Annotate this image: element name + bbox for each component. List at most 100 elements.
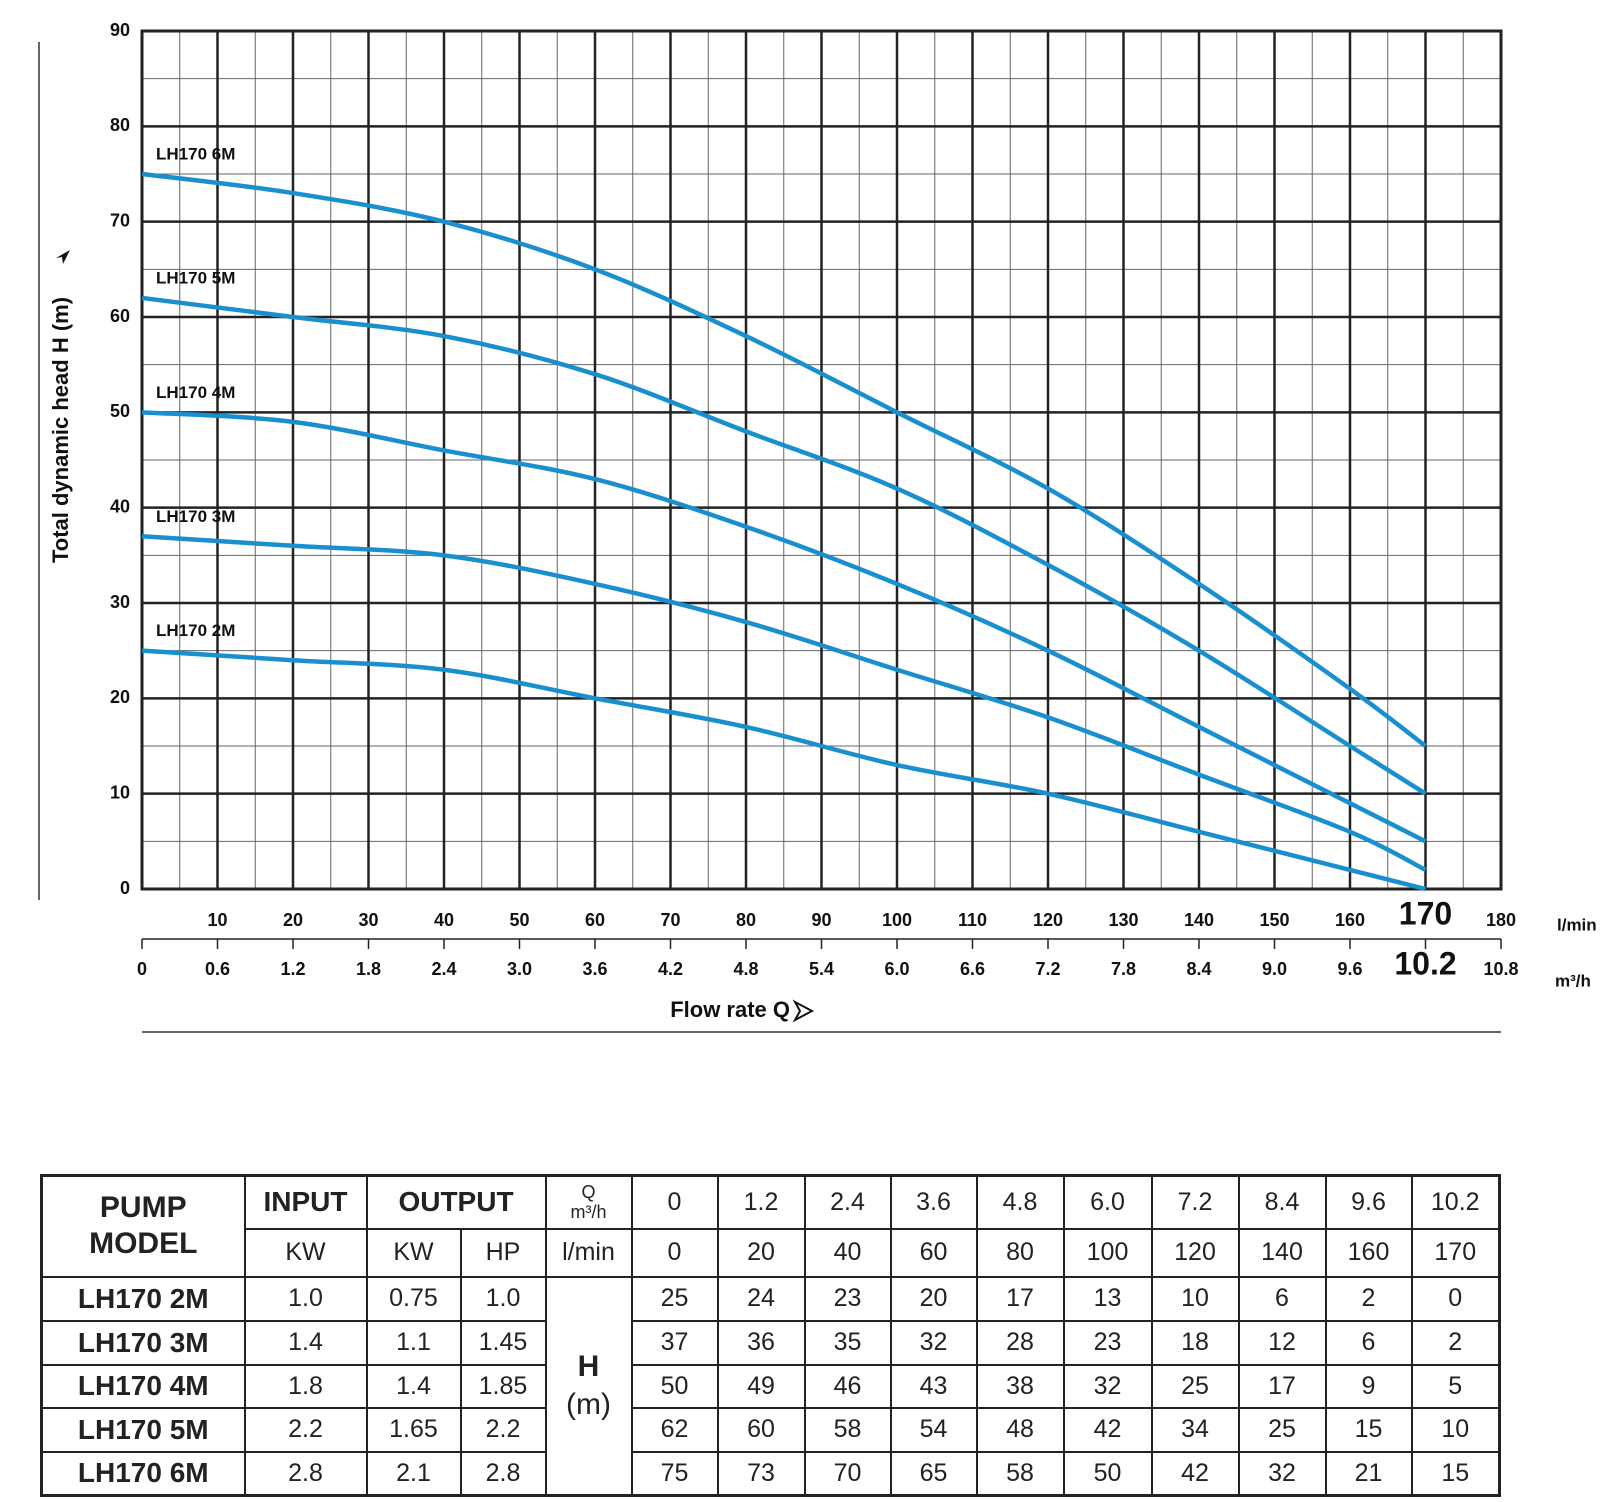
table-row: LH170 6M 2.8 2.1 2.8 75 73 70 65 58 50 42 32 21 15 <box>40 1450 1501 1497</box>
head-value: 50 <box>1062 1450 1153 1497</box>
x2-tick-label: 4.8 <box>733 959 758 979</box>
output-kw: 1.4 <box>365 1363 462 1409</box>
y-arrow <box>56 250 70 264</box>
head-value: 58 <box>803 1406 892 1453</box>
x2-tick-label: 4.2 <box>658 959 683 979</box>
head-value: 62 <box>630 1406 719 1453</box>
x-tick-label: 110 <box>958 910 987 930</box>
q-m3h: 1.2 <box>716 1174 806 1230</box>
head-value: 38 <box>975 1363 1065 1409</box>
x-tick-label: 130 <box>1108 910 1138 930</box>
y-axis-label: Total dynamic head H (m) <box>48 297 73 563</box>
head-value: 35 <box>803 1319 892 1366</box>
head-value: 36 <box>716 1319 806 1366</box>
head-value: 12 <box>1237 1319 1327 1366</box>
head-value: 6 <box>1237 1275 1327 1322</box>
x2-tick-label: 6.0 <box>884 959 909 979</box>
model: LH170 2M <box>40 1275 246 1322</box>
output-kw: 1.1 <box>365 1319 462 1366</box>
q-m3h: 9.6 <box>1324 1174 1413 1230</box>
head-value: 60 <box>716 1406 806 1453</box>
head-value: 9 <box>1324 1363 1413 1409</box>
x-unit: l/min <box>1557 915 1597 934</box>
head-value: 65 <box>889 1450 978 1497</box>
input-kw: 1.8 <box>243 1363 368 1409</box>
head-value: 50 <box>630 1363 719 1409</box>
head-value: 25 <box>1237 1406 1327 1453</box>
plot-frame <box>140 29 1503 891</box>
head-value: 32 <box>1237 1450 1327 1497</box>
head-value: 43 <box>889 1363 978 1409</box>
head-value: 34 <box>1150 1406 1240 1453</box>
table-row: LH170 2M 1.0 0.75 1.0 H (m) 25 24 23 20 17 13 10 6 2 0 <box>40 1275 1501 1497</box>
y-tick-label: 0 <box>120 878 130 898</box>
q-m3h: 6.0 <box>1062 1174 1153 1230</box>
x2-tick-label: 10.2 <box>1394 945 1456 981</box>
x-tick-label: 90 <box>811 910 831 930</box>
x2-tick-label: 9.0 <box>1262 959 1287 979</box>
head-value: 5 <box>1410 1363 1501 1409</box>
x-tick-label: 150 <box>1259 910 1289 930</box>
curve-label: LH170 5M <box>156 268 235 287</box>
x-tick-label: 180 <box>1486 910 1516 930</box>
y-tick-label: 30 <box>110 592 130 612</box>
output-kw: 0.75 <box>365 1275 462 1322</box>
input-kw: 2.8 <box>243 1450 368 1497</box>
output-hp: 2.8 <box>459 1450 547 1497</box>
h-header: H (m) <box>544 1275 633 1497</box>
output-kw: 2.1 <box>365 1450 462 1497</box>
head-value: 32 <box>1062 1363 1153 1409</box>
unit: l/min <box>544 1228 633 1278</box>
head-value: 2 <box>1410 1319 1501 1366</box>
x2-tick-label: 3.6 <box>582 959 607 979</box>
cell-text: (m) <box>566 1387 611 1421</box>
model: LH170 5M <box>40 1406 246 1453</box>
x-tick-label: 70 <box>660 910 680 930</box>
y-tick-label: 20 <box>110 687 130 707</box>
head-value: 70 <box>803 1450 892 1497</box>
head-value: 23 <box>1062 1319 1153 1366</box>
output-hp: 2.2 <box>459 1406 547 1453</box>
q-m3h: 10.2 <box>1410 1174 1501 1230</box>
head-value: 10 <box>1150 1275 1240 1322</box>
model: LH170 6M <box>40 1450 246 1497</box>
curve-label: LH170 3M <box>156 507 235 526</box>
y-tick-label: 80 <box>110 115 130 135</box>
output-hp: 1.0 <box>459 1275 547 1322</box>
q-m3h: 3.6 <box>889 1174 978 1230</box>
chart: Total dynamic head H (m) Flow rate Q l/m… <box>38 20 1597 1033</box>
input-kw: 1.0 <box>243 1275 368 1322</box>
output-hp: 1.45 <box>459 1319 547 1366</box>
head-value: 15 <box>1324 1406 1413 1453</box>
curve <box>141 648 1427 892</box>
head-value: 0 <box>1410 1275 1501 1322</box>
head-value: 6 <box>1324 1319 1413 1366</box>
q-m3h: 2.4 <box>803 1174 892 1230</box>
curve-label: LH170 2M <box>156 621 235 640</box>
y-tick-label: 60 <box>110 306 130 326</box>
head-value: 54 <box>889 1406 978 1453</box>
q-lmin: 170 <box>1410 1228 1501 1278</box>
q-m3h: 4.8 <box>975 1174 1065 1230</box>
q-lmin: 100 <box>1062 1228 1153 1278</box>
head-value: 28 <box>975 1319 1065 1366</box>
y-tick-label: 90 <box>110 20 130 40</box>
q-lmin: 20 <box>716 1228 806 1278</box>
head-value: 73 <box>716 1450 806 1497</box>
x2-tick-label: 1.8 <box>356 959 381 979</box>
table-row: LH170 3M 1.4 1.1 1.45 37 36 35 32 28 23 18 12 6 2 <box>40 1319 1501 1366</box>
x2-tick-label: 8.4 <box>1186 959 1211 979</box>
model: LH170 4M <box>40 1363 246 1409</box>
y-tick-label: 10 <box>110 782 130 802</box>
q-m3h: 0 <box>630 1174 719 1230</box>
head-value: 25 <box>630 1275 719 1322</box>
x-tick-label: 80 <box>736 910 756 930</box>
head-value: 20 <box>889 1275 978 1322</box>
x2-tick-label: 1.2 <box>280 959 305 979</box>
head-value: 24 <box>716 1275 806 1322</box>
x-tick-label: 10 <box>207 910 227 930</box>
head-value: 17 <box>975 1275 1065 1322</box>
unit: KW <box>243 1228 368 1278</box>
x-tick-label: 50 <box>509 910 529 930</box>
